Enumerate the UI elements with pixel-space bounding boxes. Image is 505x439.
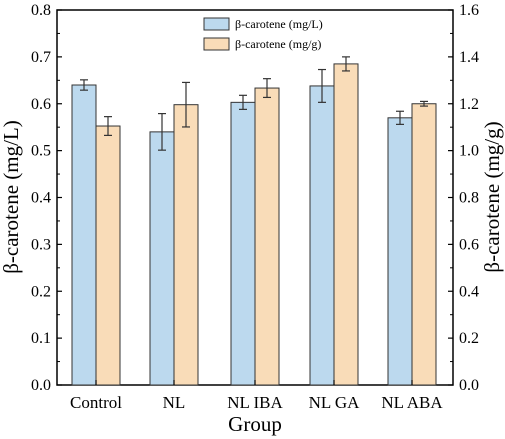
left-tick-label: 0.5 — [31, 143, 51, 160]
right-tick-label: 0.4 — [459, 283, 479, 300]
right-tick-label: 0.8 — [459, 190, 479, 207]
right-tick-label: 1.4 — [459, 49, 479, 66]
x-tick-label: NL — [163, 393, 186, 412]
left-tick-label: 0.3 — [31, 236, 51, 253]
bar-series-2 — [254, 87, 280, 386]
right-tick-label: 0.2 — [459, 330, 479, 347]
bar-series-1 — [230, 101, 256, 386]
legend-swatch-series-2 — [203, 37, 230, 51]
x-tick-label: Control — [70, 393, 122, 412]
right-tick-label: 1.0 — [459, 143, 479, 160]
left-tick-label: 0.0 — [31, 377, 51, 394]
left-tick-label: 0.4 — [31, 190, 51, 207]
right-tick-label: 1.2 — [459, 96, 479, 113]
right-tick-label: 1.6 — [459, 2, 479, 19]
legend-label-series-1: β-carotene (mg/L) — [235, 17, 323, 31]
left-tick-label: 0.8 — [31, 2, 51, 19]
x-tick-label: NL IBA — [227, 393, 283, 412]
x-axis: Control NL NL IBA NL GA NL ABA — [70, 380, 443, 412]
legend-swatch-series-1 — [203, 17, 230, 31]
left-tick-label: 0.2 — [31, 283, 51, 300]
bars-layer — [71, 63, 437, 386]
left-tick-label: 0.7 — [31, 49, 51, 66]
x-tick-label: NL ABA — [381, 393, 443, 412]
x-tick-label: NL GA — [309, 393, 361, 412]
x-axis-title: Group — [228, 412, 282, 436]
legend-label-series-2: β-carotene (mg/g) — [235, 37, 321, 51]
bar-series-1 — [71, 84, 97, 386]
bar-series-2 — [173, 104, 199, 386]
right-tick-label: 0.6 — [459, 236, 479, 253]
bar-series-1 — [149, 131, 175, 386]
right-tick-label: 0.0 — [459, 377, 479, 394]
y-axis-title-right: β-carotene (mg/g) — [480, 121, 504, 272]
right-axis: 0.0 0.2 0.4 0.6 0.8 1.0 1.2 1.4 1.6 — [448, 2, 479, 394]
bar-series-1 — [309, 85, 335, 386]
bar-series-2 — [411, 103, 437, 386]
error-bars-layer — [80, 56, 428, 151]
left-tick-label: 0.1 — [31, 330, 51, 347]
bar-series-2 — [333, 63, 359, 386]
legend: β-carotene (mg/L) β-carotene (mg/g) — [203, 17, 323, 51]
left-tick-label: 0.6 — [31, 96, 51, 113]
y-axis-title-left: β-carotene (mg/L) — [0, 120, 23, 274]
bar-series-1 — [387, 117, 413, 386]
left-axis: 0.0 0.1 0.2 0.3 0.4 0.5 0.6 0.7 0.8 — [31, 2, 62, 394]
bar-series-2 — [95, 125, 121, 386]
